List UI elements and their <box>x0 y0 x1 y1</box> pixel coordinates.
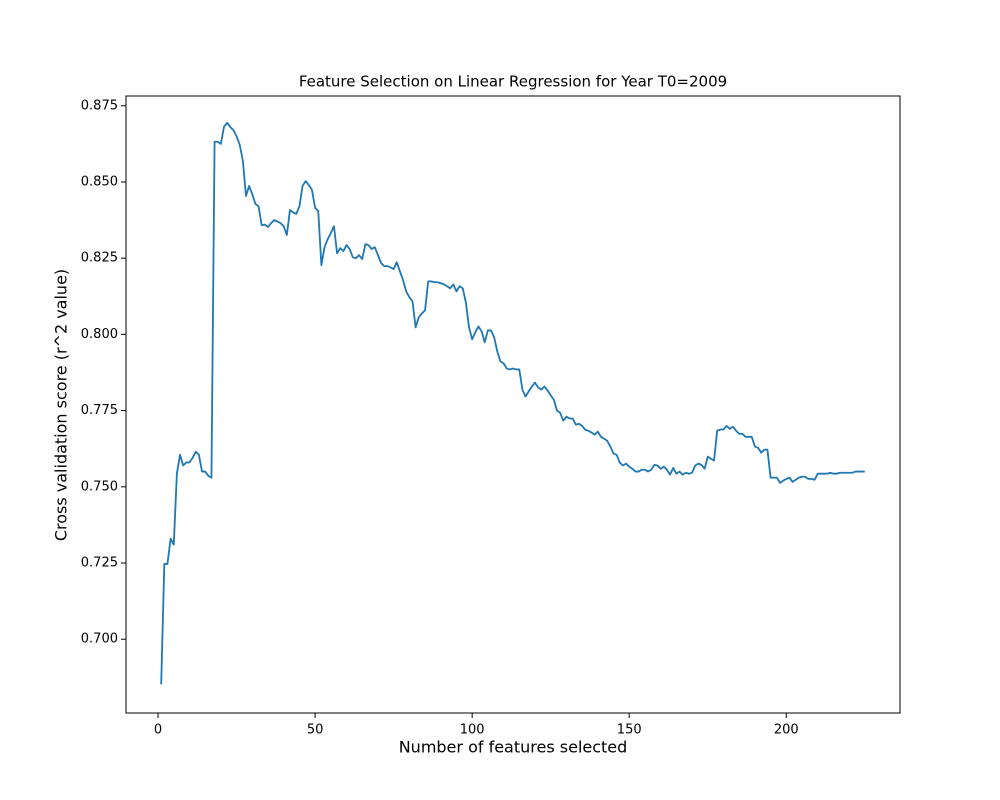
y-tick-label: 0.875 <box>81 98 118 113</box>
x-tick-label: 150 <box>617 723 642 738</box>
y-tick-label: 0.800 <box>81 327 118 342</box>
x-tick-label: 0 <box>154 723 162 738</box>
y-axis-label: Cross validation score (r^2 value) <box>52 269 71 541</box>
y-tick-label: 0.700 <box>81 632 118 647</box>
x-tick-label: 50 <box>307 723 324 738</box>
y-tick-label: 0.750 <box>81 479 118 494</box>
axes-frame <box>125 95 901 714</box>
x-tick-label: 200 <box>774 723 799 738</box>
data-line <box>160 121 865 685</box>
y-tick-label: 0.825 <box>81 251 118 266</box>
y-tick-label: 0.725 <box>81 556 118 571</box>
y-tick-label: 0.775 <box>81 403 118 418</box>
y-tick-label: 0.850 <box>81 174 118 189</box>
chart-title: Feature Selection on Linear Regression f… <box>299 73 727 91</box>
x-axis-label: Number of features selected <box>399 738 628 757</box>
x-tick-label: 100 <box>460 723 485 738</box>
